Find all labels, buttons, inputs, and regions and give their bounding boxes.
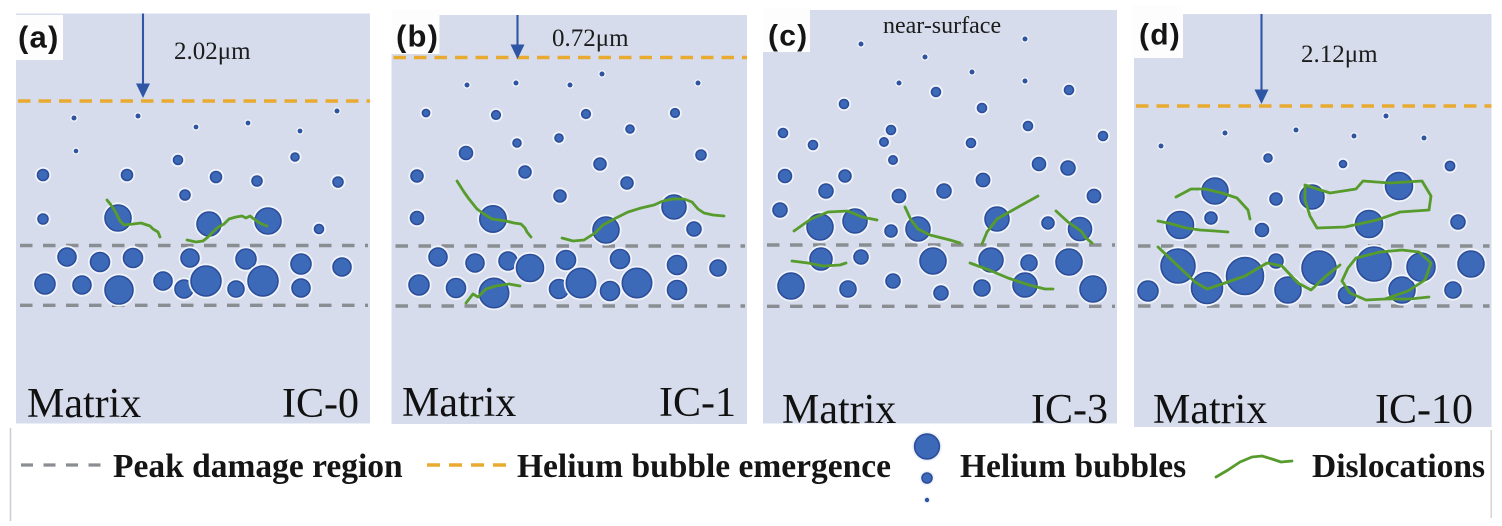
svg-text:Matrix: Matrix bbox=[27, 381, 141, 427]
svg-text:Helium bubbles: Helium bubbles bbox=[960, 448, 1186, 485]
svg-text:(d): (d) bbox=[1139, 18, 1181, 51]
svg-text:near-surface: near-surface bbox=[883, 13, 1001, 39]
svg-text:IC-10: IC-10 bbox=[1375, 387, 1473, 433]
svg-text:0.72μm: 0.72μm bbox=[552, 25, 629, 52]
svg-text:Matrix: Matrix bbox=[782, 387, 896, 433]
svg-text:Helium bubble emergence: Helium bubble emergence bbox=[517, 448, 891, 485]
svg-text:IC-1: IC-1 bbox=[659, 380, 736, 426]
svg-text:(a): (a) bbox=[18, 20, 60, 55]
svg-text:Peak damage region: Peak damage region bbox=[113, 448, 403, 485]
svg-text:Dislocations: Dislocations bbox=[1312, 448, 1485, 485]
svg-text:2.12μm: 2.12μm bbox=[1301, 41, 1378, 68]
svg-text:Matrix: Matrix bbox=[1153, 387, 1267, 433]
svg-text:IC-3: IC-3 bbox=[1031, 387, 1108, 433]
svg-text:(c): (c) bbox=[768, 20, 808, 53]
svg-text:2.02μm: 2.02μm bbox=[174, 38, 251, 65]
svg-text:Matrix: Matrix bbox=[402, 380, 516, 426]
svg-text:(b): (b) bbox=[396, 19, 439, 54]
svg-text:IC-0: IC-0 bbox=[282, 381, 359, 427]
